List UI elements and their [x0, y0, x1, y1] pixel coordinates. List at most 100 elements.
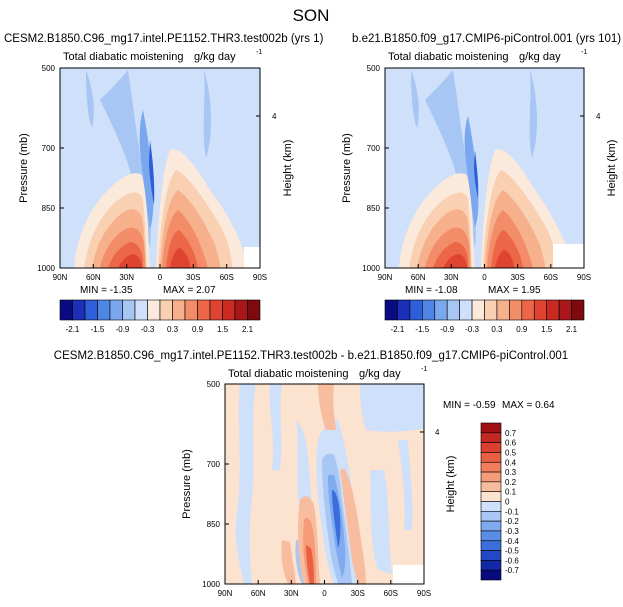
heatmap-field [385, 68, 584, 268]
x-tick-label: 60S [544, 273, 558, 282]
x-tick-label: 0 [158, 273, 163, 282]
units-label: g/kg day [194, 51, 236, 63]
colorbar-box [172, 299, 186, 321]
colorbar-labels: -2.1 -1.5 -0.9 -0.3 0.3 0.9 1.5 2.1 [391, 325, 578, 334]
positive-region [281, 540, 296, 584]
light-blue-patch [529, 70, 538, 158]
colorbar-box [546, 299, 560, 321]
colorbar-label: -1.5 [415, 325, 429, 334]
colorbar-label: 0.3 [167, 325, 179, 334]
colorbar-box [59, 299, 73, 321]
negative-region [269, 384, 282, 470]
colorbar-box [184, 299, 198, 321]
colorbar-label: 1.5 [541, 325, 553, 334]
colorbar-box [480, 452, 502, 463]
negative-region [398, 440, 413, 530]
colorbar-box [480, 501, 502, 512]
colorbar-label: 0.9 [516, 325, 528, 334]
x-tick-label: 60S [220, 273, 234, 282]
colorbar-label: 0.3 [505, 468, 517, 477]
colorbar-box [72, 299, 86, 321]
y-tick-label: 1000 [37, 264, 55, 273]
y-tick-label: 850 [42, 204, 56, 213]
blue-core [474, 150, 479, 198]
colorbar-box [197, 299, 211, 321]
blue-region [425, 70, 476, 248]
colorbar-box [147, 299, 161, 321]
colorbar-label: -0.4 [505, 537, 519, 546]
colorbar-label: -0.2 [505, 517, 519, 526]
y-tick-label: 700 [367, 144, 381, 153]
x-tick-label: 90N [378, 273, 393, 282]
colorbar-label: 1.5 [217, 325, 229, 334]
blue-core [149, 140, 155, 205]
x-tick-label: 0 [322, 589, 327, 598]
panel-top-right: b.e21.B1850.f09_g17.CMIP6-piControl.001 … [341, 33, 621, 296]
y-right-axis-label: Height (km) [606, 140, 618, 197]
colorbar-boxes [59, 299, 261, 321]
colorbar-label: 2.1 [242, 325, 254, 334]
positive-core [170, 248, 190, 268]
colorbar-box [446, 299, 460, 321]
min-label: MIN = -1.35 [80, 285, 133, 296]
colorbar-label: 0.9 [192, 325, 204, 334]
y-tick-label: 850 [367, 204, 381, 213]
units-label: g/kg day [519, 51, 561, 63]
y-right-tick-label: 4 [272, 112, 277, 121]
colorbar-box [122, 299, 136, 321]
y-right-axis-label: Height (km) [282, 140, 294, 197]
colorbar-label: -0.9 [116, 325, 130, 334]
max-label: MAX = 2.07 [163, 285, 216, 296]
colorbar-box [84, 299, 98, 321]
panel-top-left: CESM2.B1850.C96_mg17.intel.PE1152.THR3.t… [4, 33, 324, 296]
colorbar-box [234, 299, 248, 321]
max-label: MAX = 1.95 [488, 285, 541, 296]
heatmap-field [60, 68, 260, 268]
colorbar-box [471, 299, 485, 321]
x-tick-label: 90S [253, 273, 267, 282]
colorbar-box [384, 299, 398, 321]
colorbar-box [480, 432, 502, 443]
colorbar-labels: 0.70.60.50.40.30.20.10-0.1-0.2-0.3-0.4-0… [505, 429, 519, 575]
y-axis-label: Pressure (mb) [18, 133, 30, 203]
colorbar-box [480, 560, 502, 571]
x-tick-label: 60N [251, 589, 266, 598]
colorbar-top-right: -2.1 -1.5 -0.9 -0.3 0.3 0.9 1.5 2.1 [384, 299, 585, 334]
positive-region [318, 384, 336, 430]
colorbar-box [480, 569, 502, 581]
colorbar-box [496, 299, 510, 321]
colorbar-box [459, 299, 473, 321]
colorbar-box [558, 299, 572, 321]
negative-core [332, 490, 341, 548]
x-tick-marks [384, 264, 585, 268]
colorbar-box [533, 299, 547, 321]
x-tick-label: 90N [218, 589, 233, 598]
blue-region [139, 110, 154, 230]
colorbar-difference: 0.70.60.50.40.30.20.10-0.1-0.2-0.3-0.4-0… [480, 422, 519, 581]
x-tick-marks [59, 264, 261, 268]
colorbar-label: -0.7 [505, 566, 519, 575]
x-tick-label: 30N [119, 273, 134, 282]
colorbar-boxes [480, 422, 502, 581]
x-tick-label: 90S [577, 273, 591, 282]
colorbar-box [480, 491, 502, 502]
colorbar-label: -0.1 [505, 507, 519, 516]
x-tick-label: 30S [511, 273, 525, 282]
colorbar-box [422, 299, 436, 321]
positive-core [443, 254, 467, 268]
colorbar-label: -0.6 [505, 556, 519, 565]
colorbar-label: -1.5 [91, 325, 105, 334]
colorbar-label: 0.3 [491, 325, 503, 334]
colorbar-label: -0.3 [505, 527, 519, 536]
positive-region [340, 468, 366, 584]
y-axis-label: Pressure (mb) [181, 449, 193, 519]
colorbar-box [484, 299, 498, 321]
positive-core [495, 250, 514, 268]
y-tick-marks [60, 67, 260, 269]
colorbar-box [480, 471, 502, 483]
light-blue-patch [203, 70, 212, 158]
colorbar-boxes [384, 299, 585, 321]
field-label: Total diabatic moistening [63, 51, 183, 63]
blue-region [464, 116, 479, 228]
